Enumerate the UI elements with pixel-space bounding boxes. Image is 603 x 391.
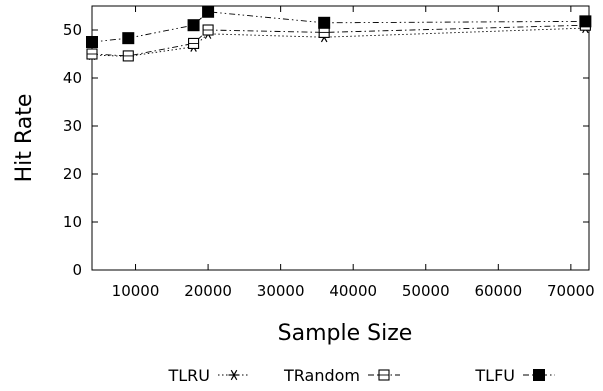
x-tick-label: 10000 (112, 282, 160, 300)
legend-label: TRandom (283, 366, 360, 385)
series-layer (86, 5, 592, 62)
y-axis-label: Hit Rate (12, 94, 37, 183)
legend-item: TLFU (474, 366, 555, 385)
x-tick-label: 50000 (402, 282, 450, 300)
point-marker (533, 369, 545, 381)
legend-item: TLRU (167, 366, 250, 385)
point-marker (187, 19, 200, 32)
y-tick-label: 40 (63, 69, 82, 87)
y-tick-label: 50 (63, 21, 82, 39)
x-tick-label: 70000 (547, 282, 595, 300)
point-marker (122, 32, 135, 45)
point-marker-stroke (230, 369, 238, 381)
x-tick-label: 30000 (257, 282, 305, 300)
plot-frame (91, 5, 590, 271)
y-tick-label: 10 (63, 213, 82, 231)
series-0 (86, 22, 591, 62)
y-tick-label: 0 (72, 261, 82, 279)
x-axis-label: Sample Size (278, 321, 413, 346)
series-line (91, 11, 586, 43)
x-tick-label: 40000 (329, 282, 377, 300)
point-marker (579, 15, 592, 28)
point-marker (318, 16, 331, 29)
legend-label: TLFU (474, 366, 515, 385)
y-tick-label: 20 (63, 165, 82, 183)
series-line (91, 27, 586, 57)
point-marker (86, 36, 98, 48)
y-axis-ticks: 0 10 20 30 40 50 (63, 21, 589, 279)
legend: TLRU TRandom TLFU (167, 366, 555, 385)
legend-item: TRandom (283, 366, 400, 385)
series-line (91, 24, 586, 57)
x-tick-label: 20000 (184, 282, 232, 300)
y-tick-label: 30 (63, 117, 82, 135)
x-tick-label: 60000 (474, 282, 522, 300)
series-1 (86, 19, 591, 62)
point-marker (202, 5, 215, 18)
series-2 (86, 5, 592, 48)
x-axis-ticks: 10000 20000 30000 40000 50000 60000 70000 (112, 6, 595, 300)
legend-label: TLRU (167, 366, 210, 385)
